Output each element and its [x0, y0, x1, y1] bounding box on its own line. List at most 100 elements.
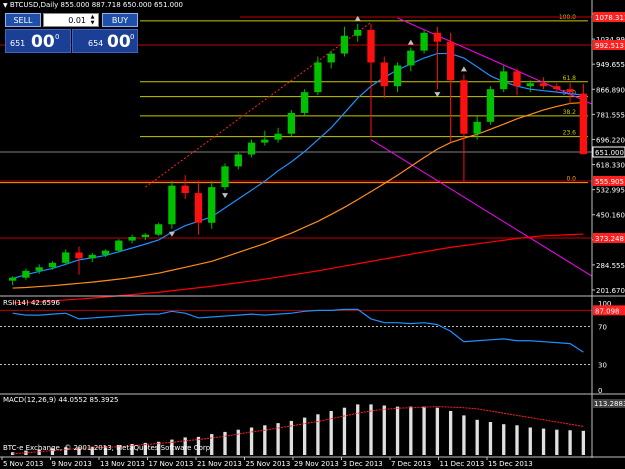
candle-body [367, 29, 375, 63]
candle-body [22, 270, 30, 278]
macd-tag-box [593, 399, 625, 408]
candle-body [234, 154, 242, 167]
candle-body [473, 121, 481, 134]
candle-body [354, 29, 362, 36]
candle-body [579, 93, 588, 155]
fib-level-label: 23.6 [563, 130, 577, 137]
candle-body [261, 139, 269, 143]
candle-body [154, 224, 163, 235]
rsi-line [12, 308, 584, 353]
candle-body [194, 193, 203, 223]
candle-body [62, 252, 70, 263]
candle-body [88, 254, 96, 259]
fractal-arrow-icon [434, 92, 441, 98]
time-axis-label: 21 Nov 2013 [197, 460, 242, 468]
fib-level-label: 38.2 [563, 109, 577, 116]
candle-body [101, 250, 110, 255]
price-tag-label: 1078.311 [595, 14, 625, 22]
candle-body [553, 86, 561, 90]
price-tag-box [593, 176, 625, 186]
buy-button[interactable]: BUY [102, 13, 138, 27]
one-click-trading-panel: SELL ▲ ▼ BUY 651 00 0 654 00 0 [5, 13, 138, 53]
price-axis-label: 201.670 [596, 287, 625, 295]
lot-increase-icon[interactable]: ▲ [90, 14, 95, 20]
candle-body [300, 92, 309, 113]
candle-body [566, 89, 574, 93]
sell-button[interactable]: SELL [5, 13, 41, 27]
time-axis-label: 15 Dec 2013 [488, 460, 533, 468]
price-axis-label: 532.995 [596, 187, 625, 195]
price-tag-label: 651.000 [595, 149, 624, 157]
chart-title: BTCUSD,Daily 855.000 887.718 650.000 651… [9, 1, 183, 9]
candle-body [513, 71, 521, 87]
price-axis-label: 618.330 [596, 162, 625, 170]
price-axis-label: 949.655 [596, 61, 625, 69]
price-axis-label: 866.890 [596, 86, 625, 94]
candle-body [420, 32, 428, 51]
rsi-axis-label: 70 [598, 324, 607, 332]
fib-level-label: 0.0 [566, 176, 576, 183]
buy-price-big: 00 [107, 32, 131, 52]
price-tag-box [593, 12, 625, 22]
fractal-arrow-icon [407, 39, 414, 45]
time-axis-label: 17 Nov 2013 [149, 460, 194, 468]
candle-body [460, 80, 468, 134]
candle-body [141, 234, 150, 238]
candle-body [35, 267, 43, 271]
sell-price-box[interactable]: 651 00 0 [5, 29, 71, 53]
ma-mid-line [12, 101, 584, 289]
candle-body [407, 50, 415, 66]
copyright-text: BTC-e Exchange, © 2001-2013, MetaQuotes … [3, 444, 213, 452]
time-axis-label: 25 Nov 2013 [246, 460, 291, 468]
candle-body [128, 237, 136, 241]
candle-body [208, 187, 216, 223]
fractal-arrow-icon [460, 66, 467, 72]
triangle-down-icon[interactable]: ▼ [3, 2, 8, 9]
candle-body [221, 166, 229, 188]
price-tag-box [593, 40, 625, 50]
lot-size-field[interactable]: ▲ ▼ [43, 13, 99, 27]
lot-size-input[interactable] [46, 14, 86, 26]
time-axis-label: 11 Dec 2013 [440, 460, 485, 468]
rsi-axis-label: 30 [598, 362, 607, 370]
candle-body [526, 83, 534, 87]
rsi-label: RSI(14) 42.6596 [3, 299, 60, 307]
price-tag-label: 373.248 [595, 235, 624, 243]
sell-price-main: 651 [10, 39, 26, 48]
price-tag-box [593, 233, 625, 243]
lot-decrease-icon[interactable]: ▼ [90, 20, 95, 26]
candle-body [274, 133, 282, 140]
time-axis-label: 7 Dec 2013 [391, 460, 431, 468]
buy-price-box[interactable]: 654 00 0 [72, 29, 138, 53]
time-axis-label: 3 Dec 2013 [343, 460, 383, 468]
candle-body [340, 35, 349, 54]
candle-body [247, 142, 256, 155]
price-axis-label: 781.555 [596, 111, 625, 119]
candle-body [380, 62, 388, 87]
candle-body [314, 62, 322, 93]
price-axis-label: 696.220 [596, 136, 625, 144]
fib-level-label: 61.8 [563, 75, 577, 82]
rsi-tag-box [593, 305, 625, 316]
candle-body [446, 41, 455, 81]
fractal-arrow-icon [222, 193, 228, 199]
candle-body [8, 277, 17, 281]
fib-base-line [145, 21, 372, 188]
macd-label: MACD(12,26,9) 44.0552 85.3925 [3, 396, 119, 404]
candle-body [486, 89, 495, 122]
buy-price-sup: 0 [130, 33, 135, 41]
candle-body [393, 65, 402, 87]
macd-tag-label: 113.2883 [594, 400, 625, 408]
candle-body [539, 83, 548, 87]
sell-price-big: 00 [31, 32, 55, 52]
candle-body [433, 32, 442, 42]
rsi-axis-label: 0 [598, 387, 602, 395]
price-axis-label: 450.160 [596, 212, 625, 220]
candle-body [500, 71, 508, 90]
time-axis-label: 29 Nov 2013 [294, 460, 339, 468]
candle-body [181, 185, 189, 194]
price-axis-label: 284.555 [596, 262, 625, 270]
price-tag-label: 555.905 [595, 178, 624, 186]
